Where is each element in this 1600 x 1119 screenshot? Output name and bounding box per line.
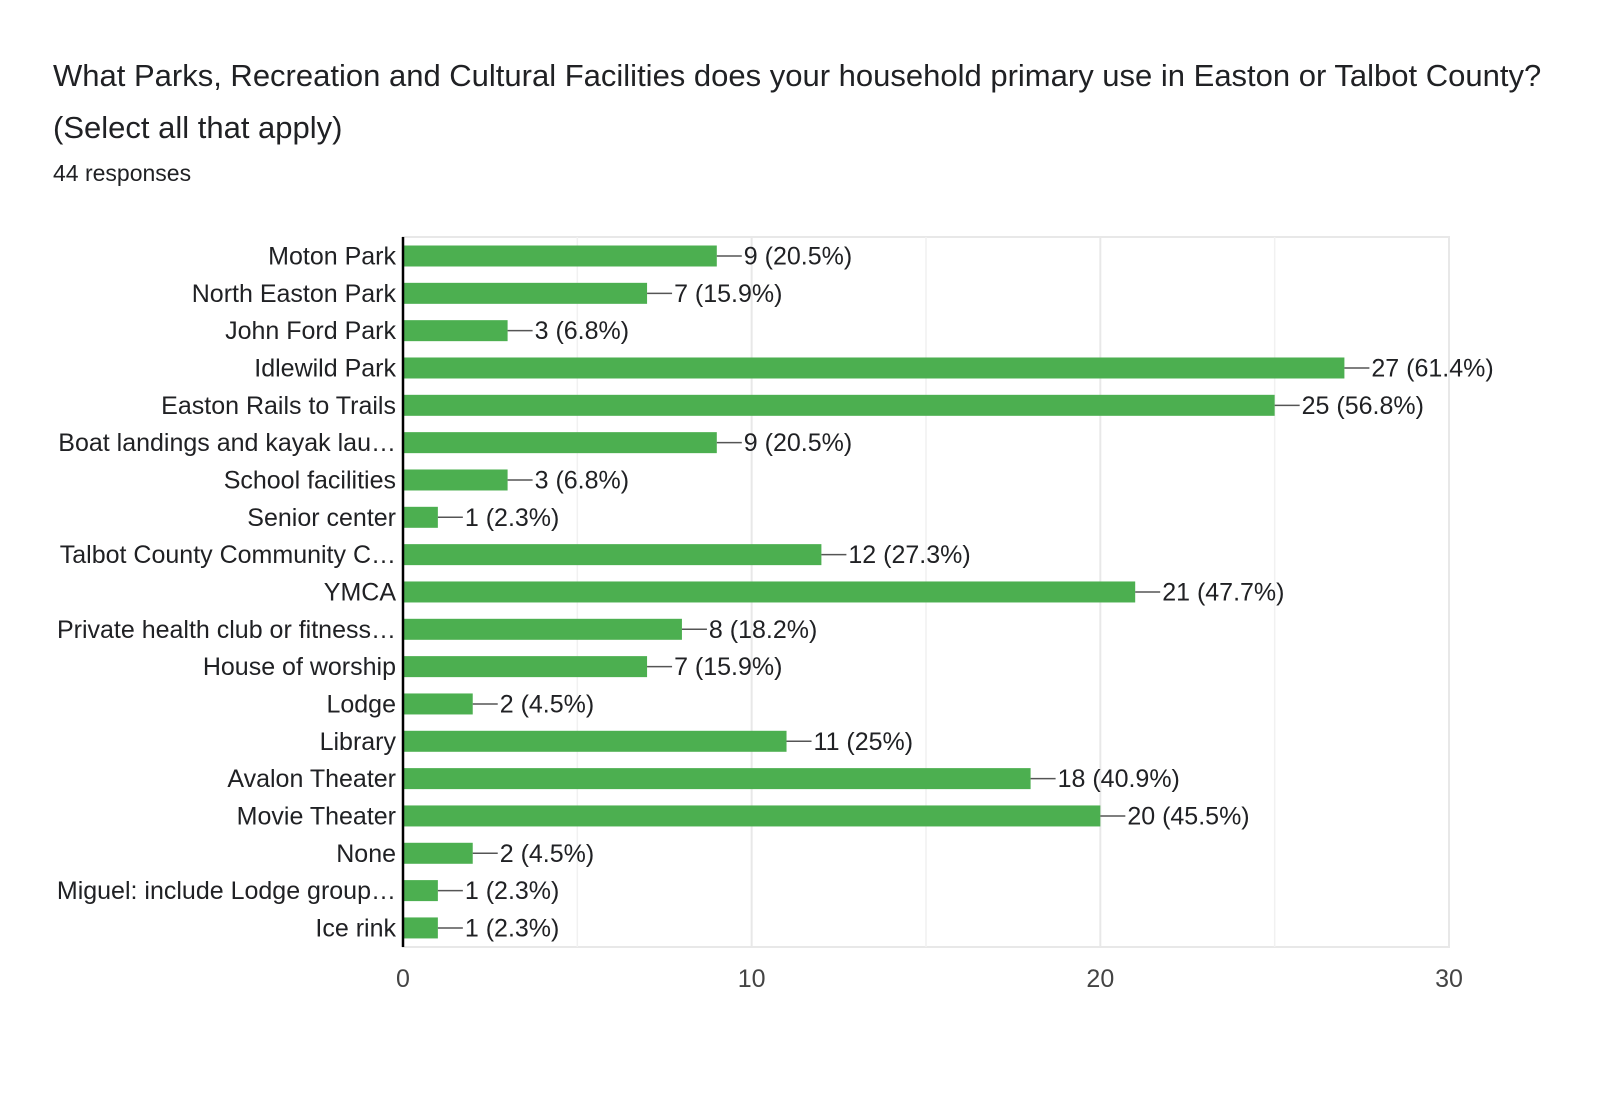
- category-label: Easton Rails to Trails: [161, 392, 396, 420]
- x-tick-label: 0: [396, 965, 410, 993]
- category-label: Senior center: [247, 504, 396, 532]
- data-label: 1 (2.3%): [465, 504, 559, 532]
- data-label: 3 (6.8%): [535, 466, 629, 494]
- bar: [403, 469, 508, 491]
- category-label: Talbot County Community C…: [60, 541, 396, 569]
- category-label: Ice rink: [315, 914, 396, 942]
- bar: [403, 730, 787, 752]
- bar: [403, 880, 438, 902]
- data-label: 18 (40.9%): [1058, 765, 1180, 793]
- category-label: Library: [320, 728, 397, 756]
- data-label: 1 (2.3%): [465, 877, 559, 905]
- data-label: 21 (47.7%): [1162, 578, 1284, 606]
- bar: [403, 656, 648, 678]
- bar: [403, 917, 438, 939]
- data-label: 3 (6.8%): [535, 317, 629, 345]
- category-label: House of worship: [203, 653, 396, 681]
- bar: [403, 394, 1275, 416]
- x-tick-label: 20: [1086, 965, 1114, 993]
- category-label: None: [336, 840, 396, 868]
- bar: [403, 581, 1136, 603]
- category-label: Idlewild Park: [254, 354, 396, 382]
- bar: [403, 357, 1345, 379]
- data-label: 2 (4.5%): [500, 690, 594, 718]
- bar: [403, 245, 717, 267]
- category-label: Miguel: include Lodge group…: [57, 877, 396, 905]
- bar: [403, 805, 1101, 827]
- category-label: John Ford Park: [225, 317, 396, 345]
- category-label: YMCA: [324, 578, 397, 606]
- category-label: Private health club or fitness…: [57, 616, 396, 644]
- category-label: Movie Theater: [237, 802, 396, 830]
- x-tick-label: 30: [1435, 965, 1463, 993]
- data-label: 11 (25%): [814, 728, 914, 756]
- data-label: 9 (20.5%): [744, 429, 852, 457]
- bar: [403, 618, 682, 640]
- data-label: 27 (61.4%): [1371, 354, 1493, 382]
- category-label: North Easton Park: [192, 280, 397, 308]
- bar: [403, 432, 717, 454]
- question-title: What Parks, Recreation and Cultural Faci…: [53, 58, 1542, 145]
- data-label: 9 (20.5%): [744, 243, 852, 271]
- data-label: 8 (18.2%): [709, 616, 817, 644]
- data-label: 7 (15.9%): [674, 653, 782, 681]
- category-label: Avalon Theater: [227, 765, 396, 793]
- category-label: School facilities: [224, 466, 396, 494]
- bar: [403, 842, 473, 864]
- bar: [403, 506, 438, 528]
- data-label: 2 (4.5%): [500, 840, 594, 868]
- data-label: 1 (2.3%): [465, 914, 559, 942]
- data-label: 12 (27.3%): [848, 541, 970, 569]
- category-label: Lodge: [326, 690, 396, 718]
- response-count: 44 responses: [53, 160, 192, 186]
- data-label: 20 (45.5%): [1127, 802, 1249, 830]
- category-label: Moton Park: [268, 243, 396, 271]
- bar: [403, 768, 1031, 790]
- category-label: Boat landings and kayak lau…: [58, 429, 396, 457]
- bar: [403, 693, 473, 715]
- bar: [403, 282, 648, 304]
- bar: [403, 544, 822, 566]
- data-label: 7 (15.9%): [674, 280, 782, 308]
- x-tick-label: 10: [738, 965, 766, 993]
- bar: [403, 320, 508, 342]
- data-label: 25 (56.8%): [1302, 392, 1424, 420]
